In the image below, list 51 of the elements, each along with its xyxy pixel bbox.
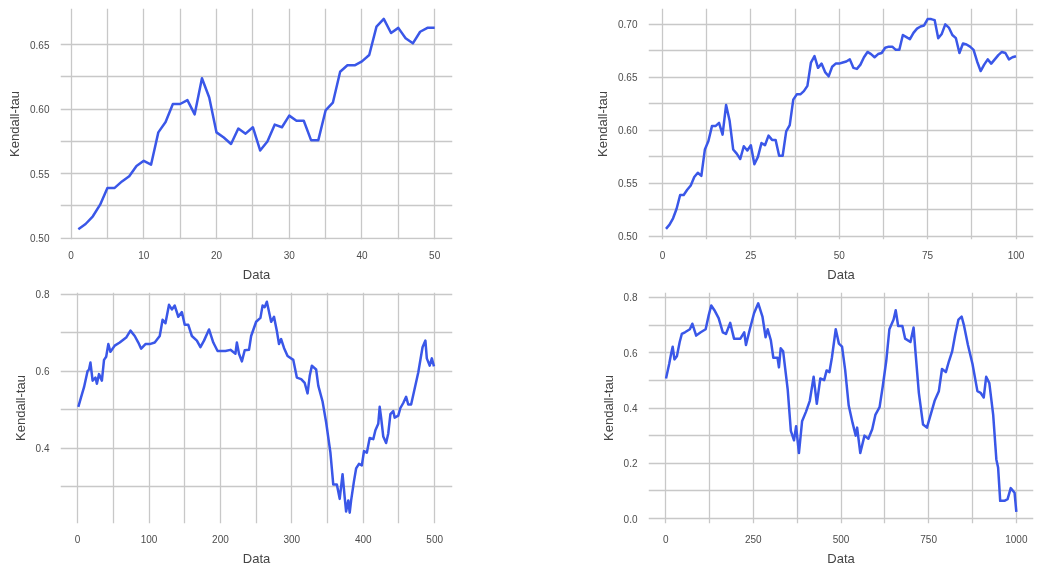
y-tick-label: 0.8 xyxy=(35,289,50,301)
x-tick-label: 0 xyxy=(662,533,669,545)
y-tick-label: 0.55 xyxy=(30,168,50,180)
x-tick-label: 250 xyxy=(744,533,763,545)
y-tick-label: 0.4 xyxy=(623,403,638,414)
x-tick-label: 75 xyxy=(922,249,934,261)
y-axis-title: Kendall-tau xyxy=(12,375,28,441)
text: 0.70 xyxy=(618,19,638,31)
y-axis-title: Kendall-tau xyxy=(7,91,23,157)
x-axis-title: Data xyxy=(827,266,856,282)
x-tick-label: 10 xyxy=(138,249,150,261)
y-tick-label: 0.55 xyxy=(618,178,638,190)
x-tick-label: 1000 xyxy=(1005,533,1028,545)
x-tick-label: 200 xyxy=(212,533,230,545)
x-axis-title: Data xyxy=(242,266,271,282)
x-tick-label: 100 xyxy=(1007,249,1025,261)
x-tick-label: 100 xyxy=(140,533,158,545)
text: 0.0 xyxy=(623,513,638,525)
line-series xyxy=(77,17,436,231)
x-tick-label: 40 xyxy=(356,249,368,261)
x-tick-label: 0 xyxy=(659,249,666,261)
line-series xyxy=(664,17,1018,231)
y-tick-label: 0.4 xyxy=(35,443,50,455)
x-tick-label: 400 xyxy=(354,533,373,545)
y-tick-label: 0.65 xyxy=(30,39,50,51)
y-tick-label: 0.6 xyxy=(35,366,50,378)
y-tick-label: 0.2 xyxy=(623,458,638,470)
x-tick-label: 0 xyxy=(68,249,75,261)
x-tick-label: 750 xyxy=(920,533,938,545)
y-tick-label: 0.8 xyxy=(623,292,638,304)
y-tick-label: 0.65 xyxy=(618,72,638,84)
x-tick-label: 25 xyxy=(745,249,757,261)
text: 0.60 xyxy=(30,104,50,116)
text: 0.60 xyxy=(618,125,638,137)
x-tick-label: 500 xyxy=(426,533,444,545)
x-tick-label: 50 xyxy=(429,249,441,261)
y-axis-title: Kendall-tau xyxy=(600,375,616,441)
x-tick-label: 0 xyxy=(74,533,81,545)
x-tick-label: 30 xyxy=(283,249,296,261)
x-axis-title: Data xyxy=(827,550,856,566)
x-tick-label: 20 xyxy=(210,249,223,261)
y-tick-label: 0.6 xyxy=(623,347,638,359)
text: 0.50 xyxy=(30,233,50,245)
x-axis-title: Data xyxy=(242,550,271,566)
line-series xyxy=(664,302,1018,514)
text: 0.50 xyxy=(618,231,638,243)
x-tick-label: 300 xyxy=(283,533,301,545)
y-axis-title: Kendall-tau xyxy=(595,91,611,157)
line-series xyxy=(77,300,436,514)
x-tick-label: 500 xyxy=(832,533,850,545)
x-tick-label: 50 xyxy=(833,249,846,261)
